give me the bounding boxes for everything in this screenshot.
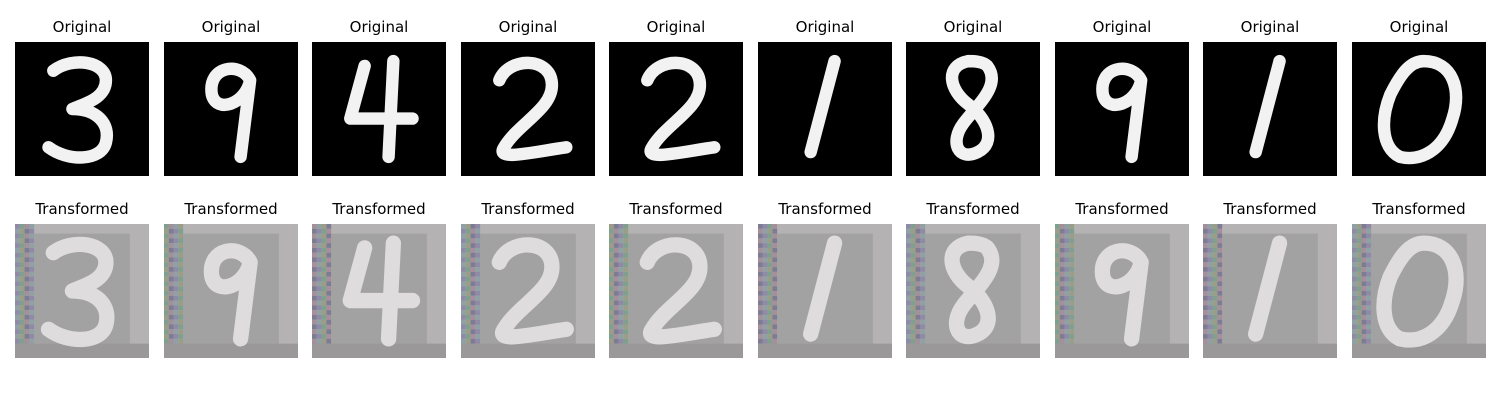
original-digit-1-image bbox=[1203, 42, 1337, 176]
original-digit-3-image bbox=[15, 42, 149, 176]
original-digit-0-image bbox=[1352, 42, 1486, 176]
transformed-title: Transformed bbox=[481, 200, 575, 218]
transformed-digit-4-image bbox=[312, 224, 446, 358]
original-title: Original bbox=[1389, 18, 1449, 36]
transformed-title: Transformed bbox=[1372, 200, 1466, 218]
transformed-digit-1-image bbox=[1203, 224, 1337, 358]
original-title: Original bbox=[1240, 18, 1300, 36]
original-title: Original bbox=[498, 18, 558, 36]
transformed-digit-2-image bbox=[609, 224, 743, 358]
original-digit-4-image bbox=[312, 42, 446, 176]
original-title: Original bbox=[349, 18, 409, 36]
original-digit-1-image bbox=[758, 42, 892, 176]
transformed-digit-2-image bbox=[461, 224, 595, 358]
original-title: Original bbox=[646, 18, 706, 36]
original-title: Original bbox=[52, 18, 112, 36]
transformed-title: Transformed bbox=[332, 200, 426, 218]
original-title: Original bbox=[795, 18, 855, 36]
original-digit-8-image bbox=[906, 42, 1040, 176]
transformed-title: Transformed bbox=[35, 200, 129, 218]
original-digit-9-image bbox=[164, 42, 298, 176]
original-digit-2-image bbox=[609, 42, 743, 176]
transformed-title: Transformed bbox=[1223, 200, 1317, 218]
transformed-title: Transformed bbox=[778, 200, 872, 218]
transformed-title: Transformed bbox=[184, 200, 278, 218]
original-digit-2-image bbox=[461, 42, 595, 176]
transformed-digit-0-image bbox=[1352, 224, 1486, 358]
transformed-digit-3-image bbox=[15, 224, 149, 358]
transformed-title: Transformed bbox=[1075, 200, 1169, 218]
transformed-title: Transformed bbox=[629, 200, 723, 218]
transformed-digit-8-image bbox=[906, 224, 1040, 358]
original-title: Original bbox=[1092, 18, 1152, 36]
transformed-title: Transformed bbox=[926, 200, 1020, 218]
original-title: Original bbox=[943, 18, 1003, 36]
transformed-digit-1-image bbox=[758, 224, 892, 358]
original-digit-9-image bbox=[1055, 42, 1189, 176]
transformed-digit-9-image bbox=[164, 224, 298, 358]
transformed-digit-9-image bbox=[1055, 224, 1189, 358]
original-title: Original bbox=[201, 18, 261, 36]
